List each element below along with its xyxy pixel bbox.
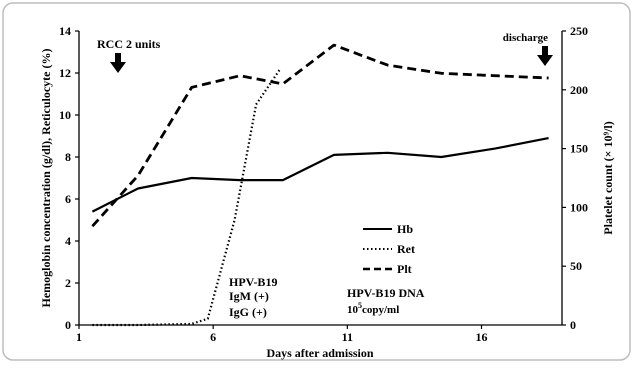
y-right-tick-label: 200 [570,83,588,97]
legend: Hb Ret Plt [363,222,415,276]
y-axis-right-title: Platelet count (× 10⁹/l) [601,121,615,234]
rcc-arrow-icon [110,53,126,73]
x-tick-label: 16 [476,330,488,344]
y-left-tick-label: 2 [65,276,71,290]
series-line-hb [91,137,549,213]
y-left-tick-label: 8 [65,150,71,164]
x-tick-label: 11 [342,330,353,344]
y-right-tick-label: 150 [570,142,588,156]
y-right-tick-label: 0 [570,318,576,332]
y-left-tick-label: 14 [59,24,71,38]
y-left-tick-label: 12 [59,66,71,80]
y-right-tick-label: 250 [570,24,588,38]
rcc-label: RCC 2 units [97,37,161,51]
x-tick-label: 6 [210,330,216,344]
discharge-arrow-icon [537,46,553,66]
figure-border [2,2,631,361]
y-axis-right-title-text: Platelet count (× 10⁹/l) [601,121,615,234]
legend-label-plt: Plt [397,262,412,276]
y-right-tick-label: 100 [570,200,588,214]
dna-mantissa: 10 [347,304,359,316]
y-left-tick-label: 4 [65,234,71,248]
series-layer [91,43,549,327]
x-axis-title: Days after admission [266,346,373,360]
dna-unit: copy/ml [362,304,399,316]
y-left-tick-label: 6 [65,192,71,206]
series-line-plt [91,43,549,228]
x-tick-label: 1 [76,330,82,344]
legend-label-ret: Ret [397,242,415,256]
series-line-ret [92,68,282,327]
y-left-tick-label: 0 [65,318,71,332]
y-axis-left-title: Hemoglobin concentration (g/dl), Reticul… [39,49,53,308]
dna-value: 105copy/ml [347,301,399,316]
discharge-label: discharge [503,32,548,44]
y-right-tick-label: 50 [570,259,582,273]
hpv-serology-title: HPV-B19 [229,275,277,289]
y-left-tick-label: 10 [59,108,71,122]
igm-label: IgM (+) [229,289,269,303]
dna-title: HPV-B19 DNA [347,286,425,300]
igg-label: IgG (+) [229,305,267,319]
legend-label-hb: Hb [397,222,413,236]
dna-exponent: 5 [358,301,362,310]
